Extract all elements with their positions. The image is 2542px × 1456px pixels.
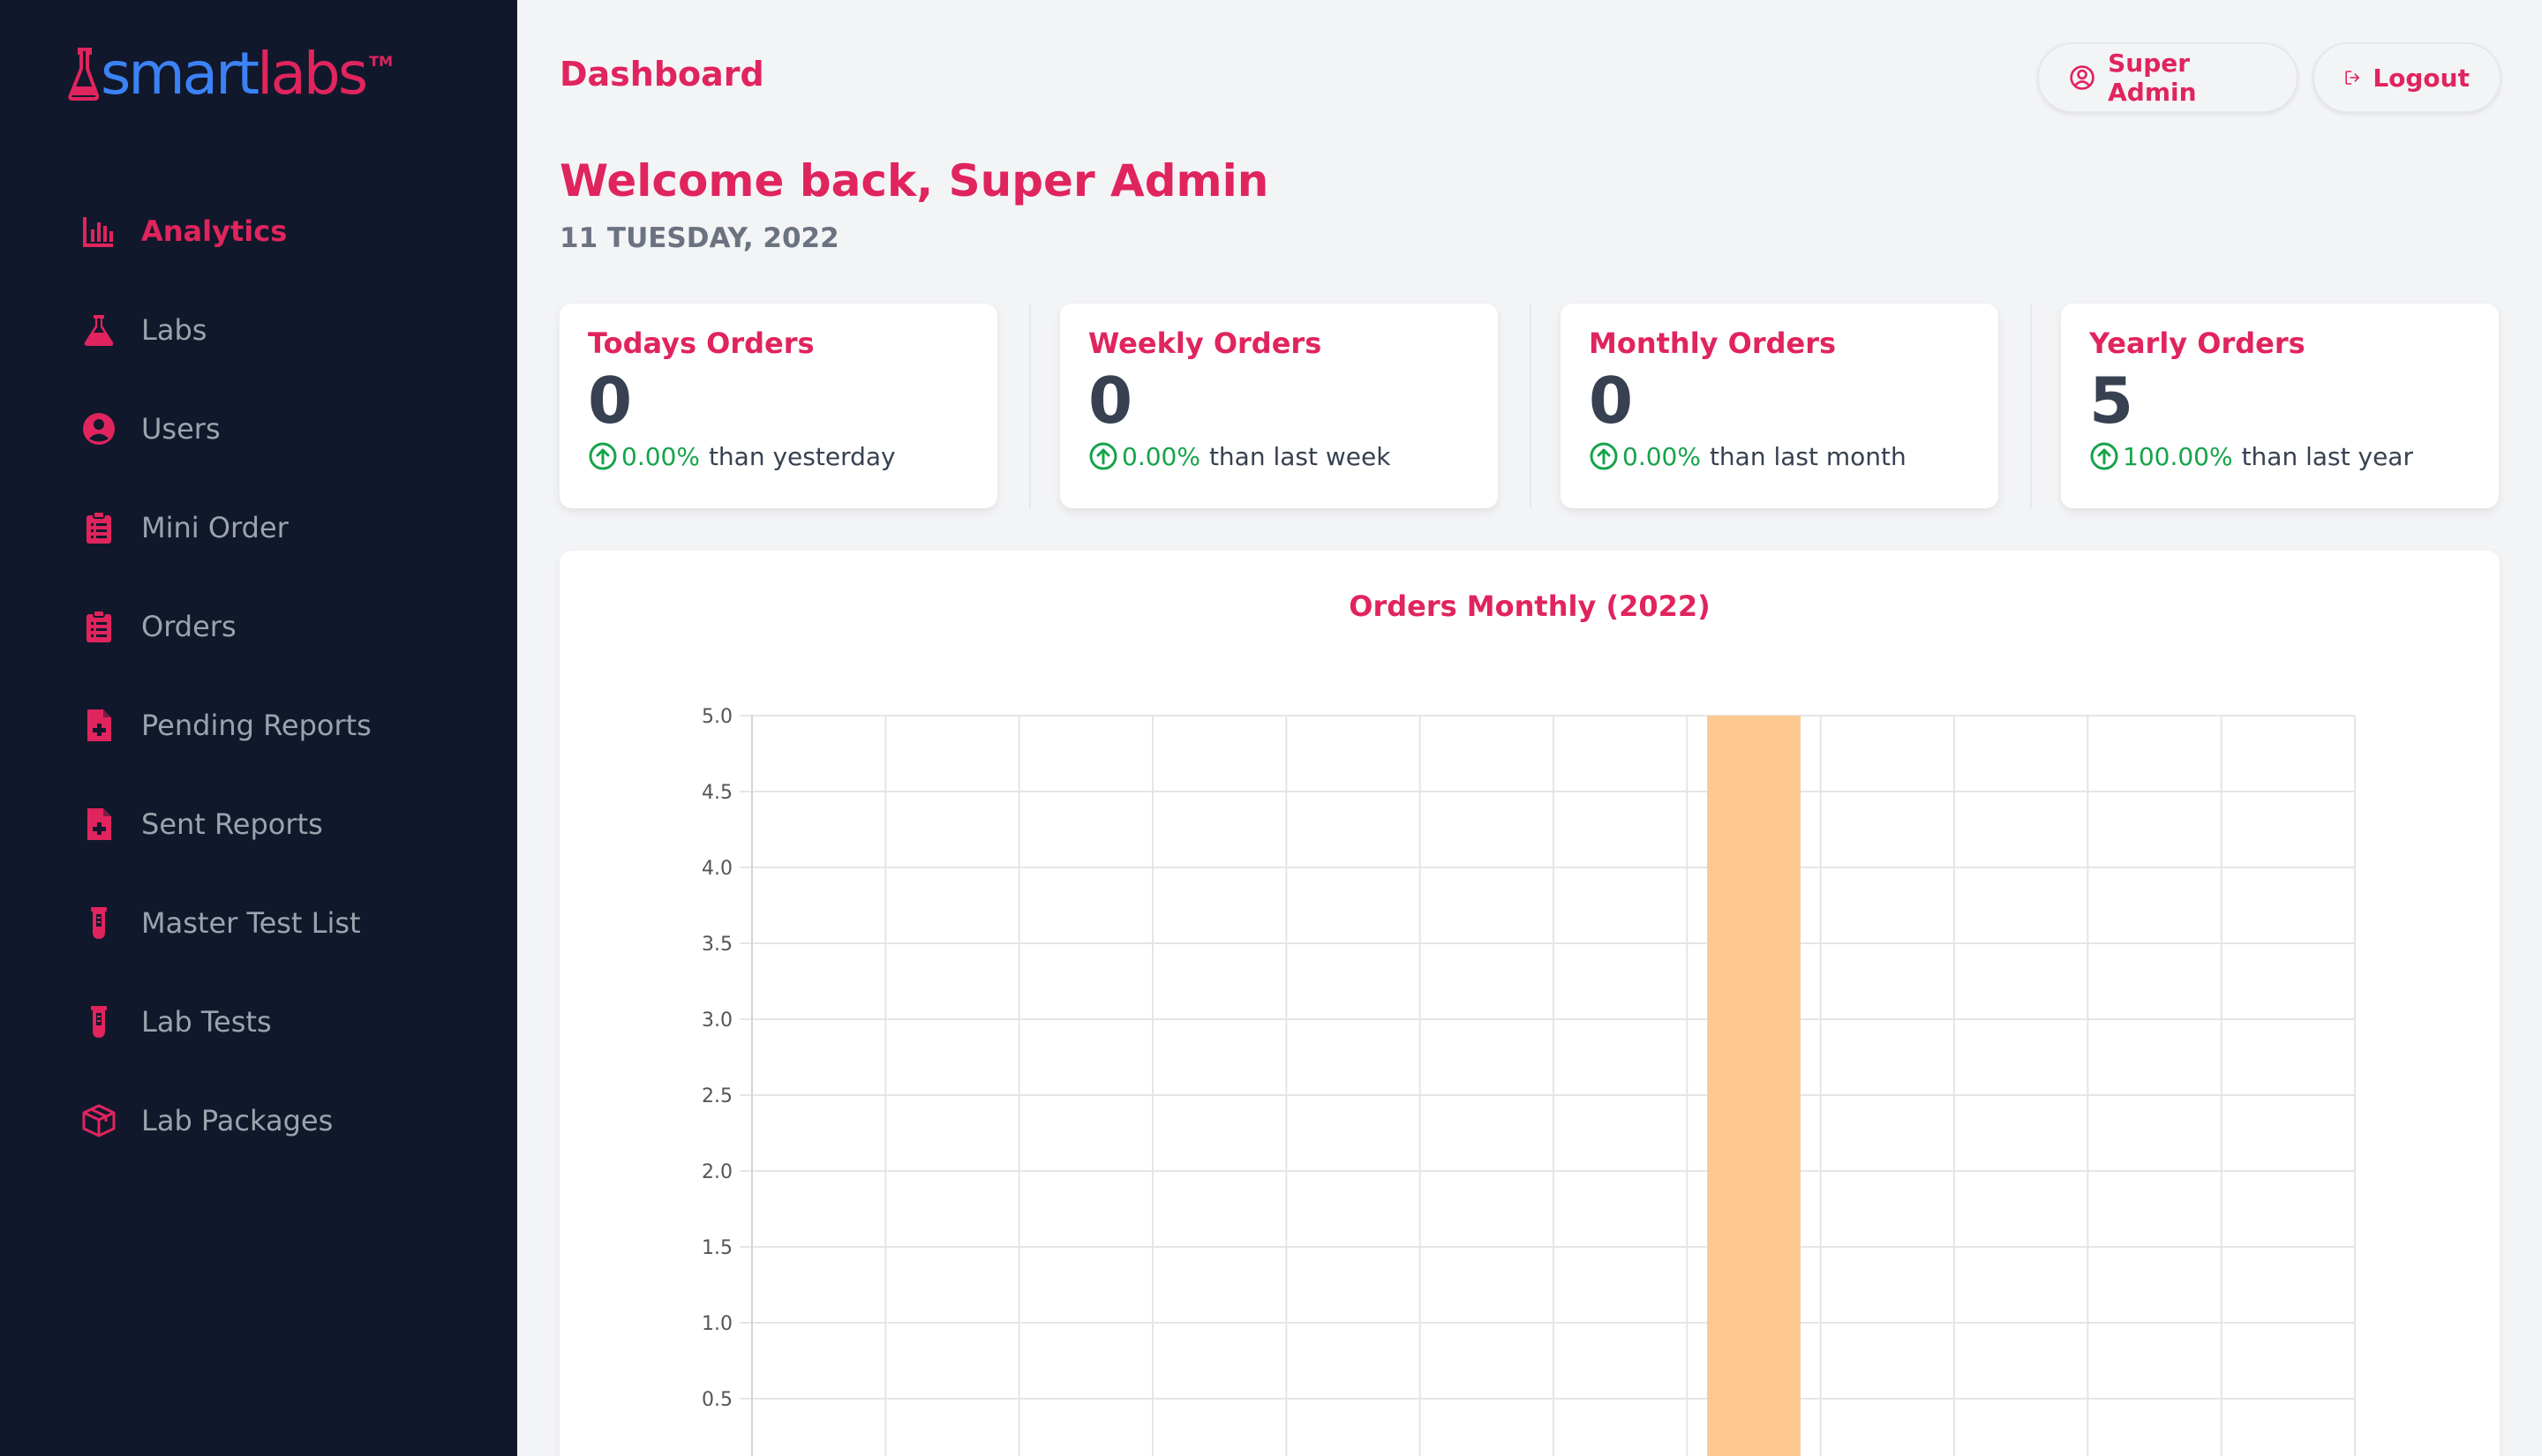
sidebar: smart labs TM Analytics Labs Us bbox=[0, 0, 517, 1456]
sidebar-item-lab-packages[interactable]: Lab Packages bbox=[0, 1071, 517, 1170]
clipboard-list-icon bbox=[79, 607, 118, 646]
sidebar-item-mini-order[interactable]: Mini Order bbox=[0, 478, 517, 577]
chart-y-tick-label: 1.0 bbox=[702, 1313, 733, 1335]
chart-y-tick-label: 1.5 bbox=[702, 1237, 733, 1259]
chart-y-tick-label: 2.0 bbox=[702, 1161, 733, 1183]
stat-card-footer: 0.00% than last month bbox=[1589, 441, 1970, 471]
chart-y-tick-label: 4.5 bbox=[702, 782, 733, 804]
stat-card-weekly-orders: Weekly Orders 0 0.00% than last week bbox=[1060, 304, 1498, 508]
sidebar-item-lab-tests[interactable]: Lab Tests bbox=[0, 972, 517, 1071]
logo-text-smart: smart bbox=[101, 40, 259, 108]
logout-icon bbox=[2345, 71, 2359, 85]
smartlabs-logo[interactable]: smart labs TM bbox=[67, 39, 393, 109]
sidebar-item-label: Master Test List bbox=[141, 906, 361, 940]
test-tube-icon bbox=[79, 904, 118, 942]
logo-text-labs: labs bbox=[257, 40, 368, 108]
stat-card-footer: 100.00% than last year bbox=[2089, 441, 2471, 471]
stat-card-title: Yearly Orders bbox=[2089, 326, 2305, 360]
clipboard-list-icon bbox=[79, 508, 118, 547]
file-medical-icon bbox=[79, 805, 118, 844]
stat-card-percent: 0.00% bbox=[1122, 441, 1200, 471]
stat-card-compare: than last month bbox=[1709, 441, 1906, 471]
user-profile-button[interactable]: Super Admin bbox=[2037, 42, 2298, 113]
sidebar-item-label: Labs bbox=[141, 313, 207, 347]
stat-card-title: Todays Orders bbox=[588, 326, 815, 360]
sidebar-item-orders[interactable]: Orders bbox=[0, 577, 517, 676]
stat-card-title: Weekly Orders bbox=[1088, 326, 1322, 360]
stat-card-footer: 0.00% than last week bbox=[1088, 441, 1470, 471]
arrow-up-circle-icon bbox=[1590, 442, 1618, 470]
sidebar-item-label: Lab Tests bbox=[141, 1005, 272, 1039]
stat-card-todays-orders: Todays Orders 0 0.00% than yesterday bbox=[560, 304, 997, 508]
sidebar-item-sent-reports[interactable]: Sent Reports bbox=[0, 775, 517, 874]
sidebar-item-users[interactable]: Users bbox=[0, 379, 517, 478]
orders-monthly-chart-card: Orders Monthly (2022) 5.0 4.5 4.0 3.5 3.0 2.5… bbox=[560, 551, 2500, 1456]
arrow-up-circle-icon bbox=[2090, 442, 2118, 470]
chart-y-tick-label: 3.5 bbox=[702, 934, 733, 956]
chart-title: Orders Monthly (2022) bbox=[1349, 589, 1711, 623]
stat-card-compare: than last year bbox=[2241, 441, 2413, 471]
page-title: Dashboard bbox=[560, 55, 764, 94]
flask-icon bbox=[79, 311, 118, 349]
arrow-up-circle-icon bbox=[589, 442, 617, 470]
stat-card-percent: 0.00% bbox=[621, 441, 700, 471]
sidebar-item-labs[interactable]: Labs bbox=[0, 281, 517, 379]
file-medical-icon bbox=[79, 706, 118, 745]
sidebar-item-label: Analytics bbox=[141, 214, 288, 248]
sidebar-item-pending-reports[interactable]: Pending Reports bbox=[0, 676, 517, 775]
sidebar-item-analytics[interactable]: Analytics bbox=[0, 182, 517, 281]
stat-card-yearly-orders: Yearly Orders 5 100.00% than last year bbox=[2061, 304, 2499, 508]
main-content: Dashboard Super Admin Logout Welcome bac… bbox=[517, 0, 2542, 1456]
stat-card-monthly-orders: Monthly Orders 0 0.00% than last month bbox=[1561, 304, 1998, 508]
user-circle-icon bbox=[2070, 65, 2095, 90]
sidebar-item-label: Users bbox=[141, 412, 221, 446]
sidebar-item-master-test-list[interactable]: Master Test List bbox=[0, 874, 517, 972]
stat-card-title: Monthly Orders bbox=[1589, 326, 1837, 360]
stat-card-percent: 0.00% bbox=[1622, 441, 1701, 471]
stat-card-value: 0 bbox=[588, 364, 633, 438]
flask-logo-icon bbox=[68, 48, 99, 101]
stat-card-value: 0 bbox=[1088, 364, 1133, 438]
user-circle-icon bbox=[79, 409, 118, 448]
stat-card-value: 0 bbox=[1589, 364, 1634, 438]
sidebar-item-label: Sent Reports bbox=[141, 807, 323, 841]
chart-y-tick-label: 5.0 bbox=[702, 706, 733, 728]
stat-card-value: 5 bbox=[2089, 364, 2134, 438]
stat-card-footer: 0.00% than yesterday bbox=[588, 441, 969, 471]
stat-card-compare: than yesterday bbox=[708, 441, 896, 471]
card-divider bbox=[1530, 304, 1531, 508]
stat-card-percent: 100.00% bbox=[2123, 441, 2233, 471]
orders-monthly-chart: 5.0 4.5 4.0 3.5 3.0 2.5 2.0 1.5 1.0 0.5 bbox=[702, 706, 2356, 1456]
chart-y-tick-label: 4.0 bbox=[702, 858, 733, 880]
chart-y-tick-label: 2.5 bbox=[702, 1085, 733, 1107]
sidebar-item-label: Lab Packages bbox=[141, 1104, 334, 1137]
sidebar-item-label: Mini Order bbox=[141, 511, 289, 544]
card-divider bbox=[2030, 304, 2032, 508]
chart-y-tick-label: 3.0 bbox=[702, 1009, 733, 1032]
arrow-up-circle-icon bbox=[1089, 442, 1117, 470]
chart-y-tick-label: 0.5 bbox=[702, 1389, 733, 1411]
current-date: 11 TUESDAY, 2022 bbox=[560, 222, 839, 254]
welcome-heading: Welcome back, Super Admin bbox=[560, 155, 1269, 206]
chart-bar-icon bbox=[79, 212, 118, 251]
box-icon bbox=[79, 1101, 118, 1140]
stat-card-compare: than last week bbox=[1208, 441, 1391, 471]
sidebar-item-label: Pending Reports bbox=[141, 709, 372, 742]
logout-label: Logout bbox=[2373, 63, 2470, 93]
chart-bar bbox=[1707, 716, 1801, 1456]
user-profile-label: Super Admin bbox=[2108, 49, 2197, 107]
logo-trademark: TM bbox=[369, 52, 394, 70]
card-divider bbox=[1029, 304, 1031, 508]
sidebar-nav: Analytics Labs Users Mini Order bbox=[0, 182, 517, 1170]
sidebar-item-label: Orders bbox=[141, 610, 237, 643]
logout-button[interactable]: Logout bbox=[2313, 42, 2501, 113]
test-tube-icon bbox=[79, 1002, 118, 1041]
